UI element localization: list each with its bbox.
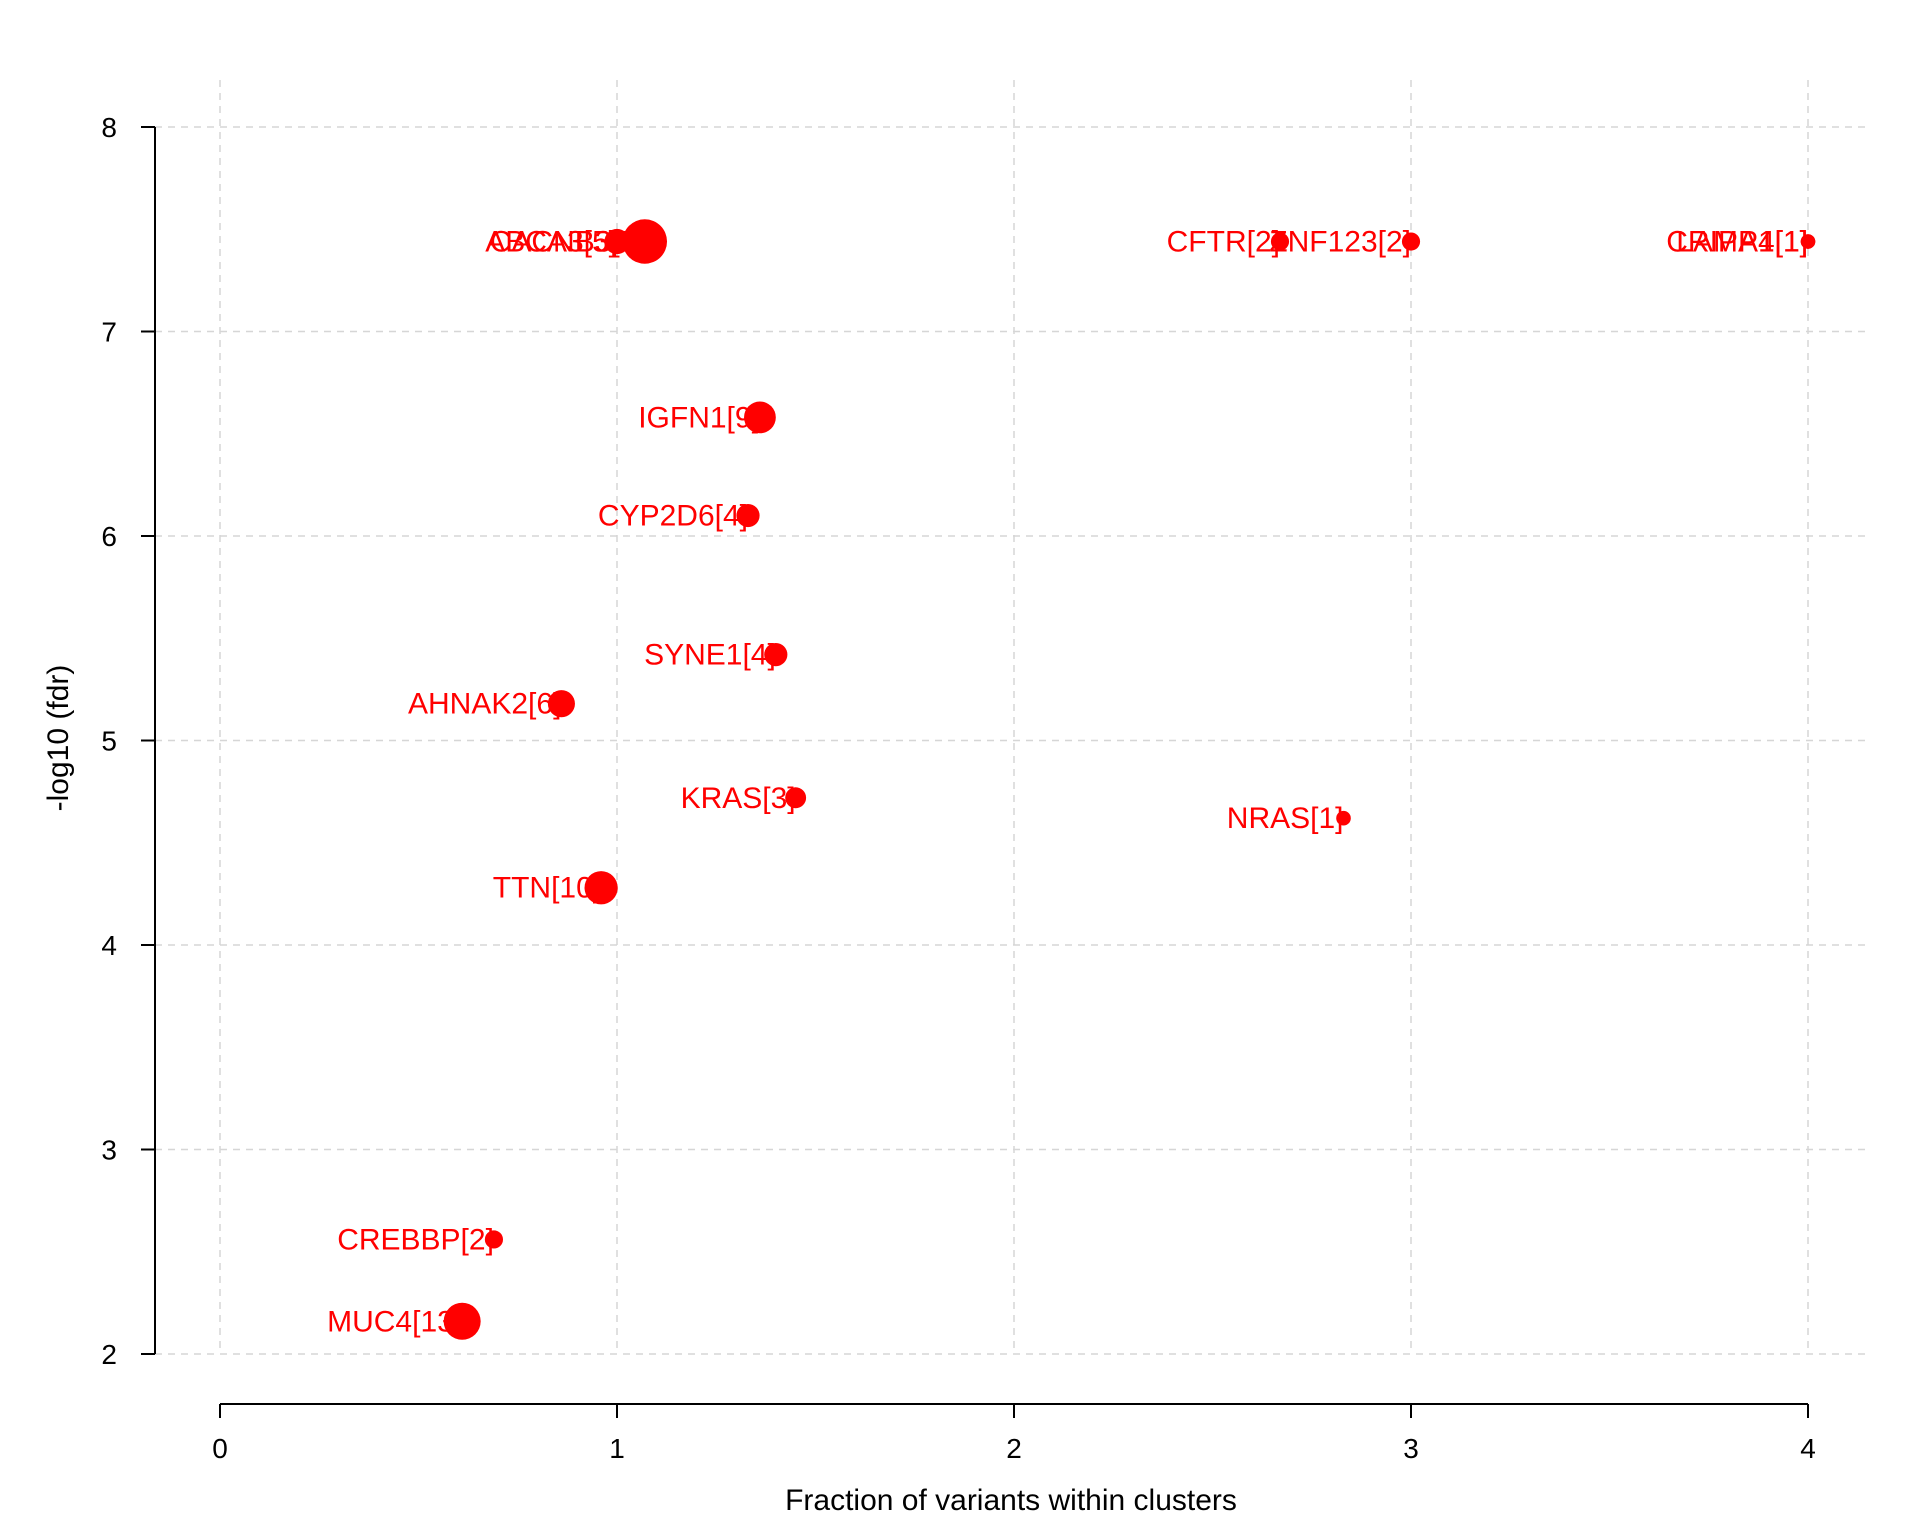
data-label: CACNB3[5]: [490, 226, 645, 259]
x-tick-label: 2: [1006, 1433, 1022, 1464]
data-point: [764, 643, 788, 667]
data-point: [443, 1302, 481, 1340]
data-label: CRIPP1[1]: [1666, 226, 1808, 259]
x-axis-title: Fraction of variants within clusters: [785, 1484, 1237, 1517]
axes: [154, 127, 1808, 1405]
data-point: [736, 503, 760, 528]
data-points: [443, 219, 1816, 1340]
data-label: NRAS[1]: [1227, 802, 1344, 835]
data-labels: ABCA3[5]CACNB3[5] CFTR[2]ZNF123[2] CRIPP1[…: [327, 226, 1808, 1339]
y-tick-label: 2: [101, 1339, 117, 1370]
data-point: [1336, 810, 1351, 826]
x-tick-label: 1: [609, 1433, 625, 1464]
x-tick-label: 3: [1403, 1433, 1419, 1464]
data-label: TTN[10]: [493, 872, 601, 905]
data-label: SYNE1[4]: [644, 639, 776, 672]
y-tick-label: 4: [101, 930, 117, 961]
data-point: [785, 787, 807, 809]
data-point: [604, 228, 630, 255]
data-label: AHNAK2[6]: [408, 688, 561, 721]
data-label: CYP2D6[4]: [598, 500, 748, 533]
data-label: LAMA4[1]: [1676, 226, 1808, 259]
data-label: CREBBP[2]: [337, 1223, 494, 1256]
data-point: [744, 401, 776, 434]
data-point: [1800, 234, 1816, 249]
y-tick-label: 7: [101, 317, 117, 348]
data-label: KRAS[3]: [681, 782, 796, 815]
grid: [155, 80, 1870, 1355]
data-label: CFTR[2]: [1167, 226, 1280, 259]
ticks: 0 1 2 3 4 2 3 4 5 6 7 8: [101, 112, 1815, 1464]
y-tick-label: 3: [101, 1135, 117, 1166]
y-axis-title: -log10 (fdr): [42, 665, 75, 812]
x-tick-label: 4: [1800, 1433, 1816, 1464]
data-point: [484, 1230, 504, 1249]
y-tick-label: 8: [101, 112, 117, 143]
y-tick-label: 6: [101, 521, 117, 552]
data-point: [584, 871, 618, 905]
data-label: ZNF123[2]: [1269, 226, 1411, 259]
data-label: IGFN1[9]: [638, 401, 760, 434]
data-point: [1270, 232, 1290, 251]
data-point: [622, 219, 668, 264]
data-label: ABCA3[5]: [485, 226, 617, 259]
x-tick-label: 0: [212, 1433, 228, 1464]
y-tick-label: 5: [101, 726, 117, 757]
data-point: [547, 690, 575, 718]
data-label: MUC4[13]: [327, 1305, 462, 1338]
data-point: [1401, 232, 1421, 251]
